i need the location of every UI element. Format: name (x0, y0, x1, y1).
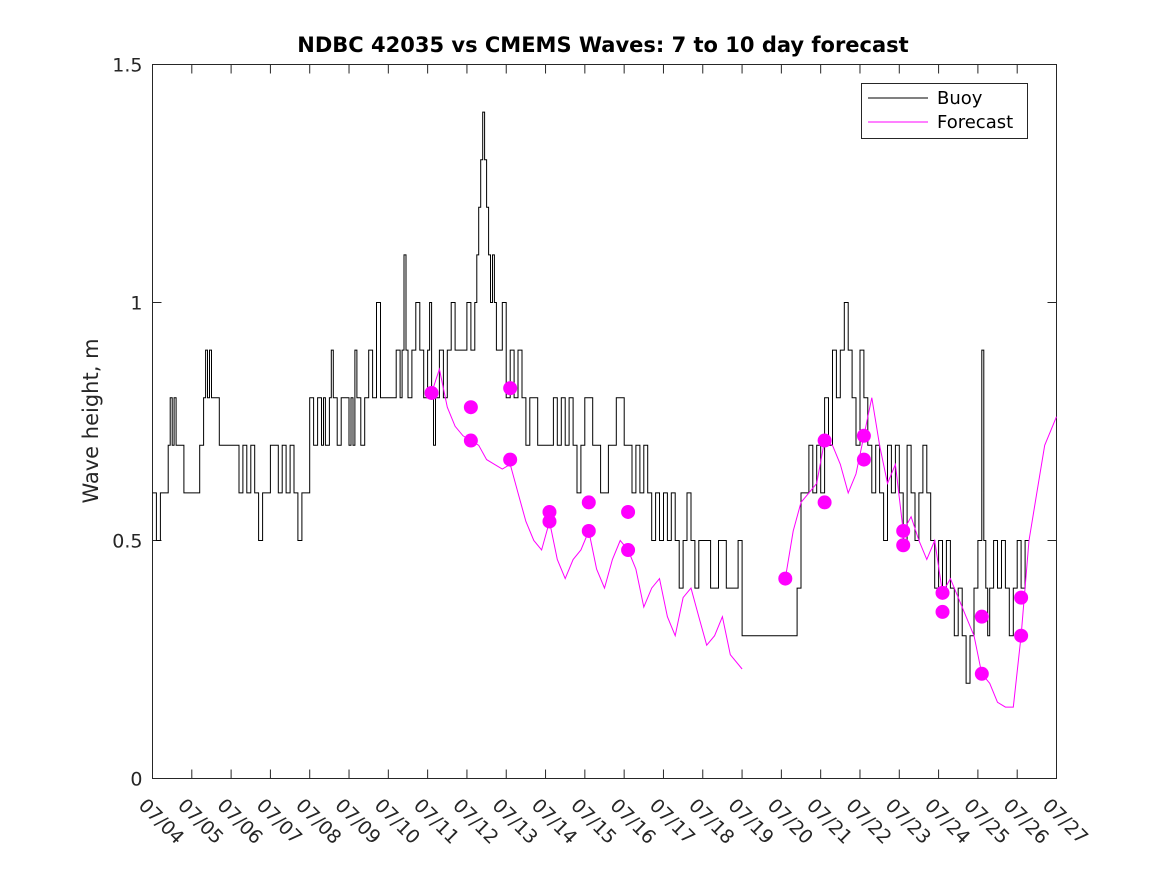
legend-box (861, 83, 1028, 139)
forecast-series-line (431, 367, 743, 670)
forecast-start-marker (935, 604, 950, 619)
forecast-start-marker (621, 504, 636, 519)
forecast-markers (424, 381, 1029, 681)
plot-area: 07/0407/0507/0607/0707/0807/0907/1007/11… (112, 55, 1092, 849)
legend: Buoy Forecast (861, 83, 1028, 139)
y-tick-label: 1 (130, 293, 142, 315)
forecast-start-marker (856, 428, 871, 443)
forecast-start-marker (1014, 628, 1029, 643)
forecast-start-marker (778, 571, 793, 586)
chart-title: NDBC 42035 vs CMEMS Waves: 7 to 10 day f… (297, 33, 908, 57)
y-axis-label: Wave height, m (79, 338, 103, 503)
forecast-start-marker (974, 666, 989, 681)
forecast-start-marker (896, 538, 911, 553)
y-tick-label: 1.5 (112, 55, 142, 77)
forecast-start-marker (581, 523, 596, 538)
forecast-start-marker (817, 433, 832, 448)
forecast-start-marker (542, 514, 557, 529)
forecast-start-marker (463, 433, 478, 448)
forecast-start-marker (856, 452, 871, 467)
forecast-start-marker (503, 452, 518, 467)
legend-buoy-label: Buoy (937, 88, 983, 109)
forecast-start-marker (621, 543, 636, 558)
axes-box (152, 64, 1057, 779)
forecast-start-marker (581, 495, 596, 510)
forecast-start-marker (817, 495, 832, 510)
forecast-start-marker (424, 385, 439, 400)
forecast-start-marker (1014, 590, 1029, 605)
y-tick-label: 0.5 (112, 531, 142, 553)
forecast-start-marker (503, 381, 518, 396)
legend-forecast-label: Forecast (937, 112, 1013, 133)
forecast-start-marker (974, 609, 989, 624)
forecast-start-marker (935, 585, 950, 600)
y-tick-label: 0 (130, 769, 142, 791)
forecast-start-marker (463, 400, 478, 415)
forecast-start-marker (896, 523, 911, 538)
